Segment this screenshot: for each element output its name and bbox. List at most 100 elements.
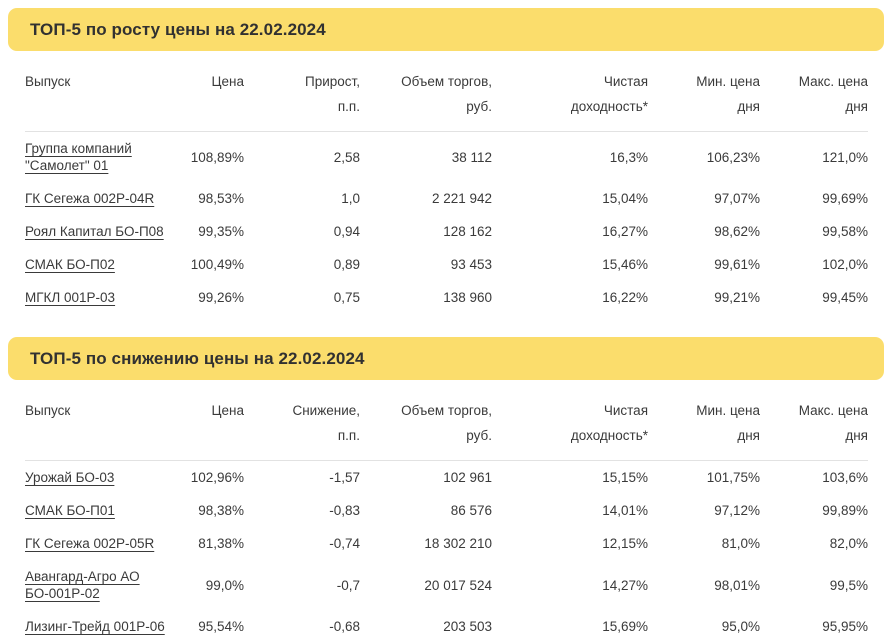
value-cell: 20 017 524: [424, 577, 492, 593]
table-row: СМАК БО-П02 100,49% 0,89 93 453 15,46% 99,61%…: [25, 248, 868, 281]
value-cell: -0,74: [329, 536, 360, 551]
issue-cell: СМАК БО-П02: [25, 248, 175, 281]
table-row: Урожай БО-03 102,96% -1,57 102 961 15,15% 101…: [25, 461, 868, 495]
issue-cell: Авангард-Агро АО БО-001P-02: [25, 560, 175, 610]
value-cell: 86 576: [450, 503, 492, 518]
column-header: Цена: [175, 380, 244, 461]
value-cell: 97,07%: [714, 191, 760, 206]
value-cell: 95,54%: [198, 619, 244, 634]
value-cell: 12,15%: [602, 536, 648, 551]
table-body: Группа компаний "Самолет" 01 108,89% 2,58 3…: [25, 132, 868, 315]
value-cell: 99,35%: [198, 224, 244, 239]
column-header: Снижение, п.п.: [244, 380, 360, 461]
column-header: Макс. цена дня: [760, 51, 868, 132]
column-header: Объем торгов, руб.: [360, 380, 492, 461]
value-cell: 15,15%: [602, 470, 648, 485]
top-decline-table: Выпуск Цена Снижение, п.п. Объем торгов, ру…: [25, 380, 868, 643]
column-header: Объем торгов, руб.: [360, 51, 492, 132]
issue-cell: МГКЛ 001P-03: [25, 281, 175, 314]
value-cell: 99,45%: [822, 290, 868, 305]
issue-link[interactable]: ГК Сегежа 002P-05R: [25, 536, 155, 551]
table-row: МГКЛ 001P-03 99,26% 0,75 138 960 16,22% 99,21…: [25, 281, 868, 314]
value-cell: 99,21%: [714, 290, 760, 305]
table-row: ГК Сегежа 002P-05R 81,38% -0,74 18 302 210 1…: [25, 527, 868, 560]
decline-table-wrap: Выпуск Цена Снижение, п.п. Объем торгов, ру…: [25, 380, 868, 643]
table-row: ГК Сегежа 002P-04R 98,53% 1,0 2 221 942 15,0…: [25, 182, 868, 215]
value-cell: 99,89%: [822, 503, 868, 518]
value-cell: 102,0%: [822, 257, 868, 272]
table-row: Авангард-Агро АО БО-001P-02 99,0% -0,7 20 0…: [25, 560, 868, 610]
value-cell: 99,5%: [829, 577, 868, 593]
issue-cell: Группа компаний "Самолет" 01: [25, 132, 175, 183]
value-cell: 2,58: [333, 149, 360, 165]
value-cell: 81,0%: [721, 536, 760, 551]
table-body: Урожай БО-03 102,96% -1,57 102 961 15,15% 101…: [25, 461, 868, 644]
issue-link[interactable]: ГК Сегежа 002P-04R: [25, 191, 155, 206]
value-cell: 106,23%: [706, 149, 760, 165]
value-cell: 15,04%: [602, 191, 648, 206]
table-row: Лизинг-Трейд 001P-06 95,54% -0,68 203 503 15…: [25, 610, 868, 643]
value-cell: -1,57: [329, 470, 360, 485]
value-cell: 1,0: [341, 191, 360, 206]
table-row: Роял Капитал БО-П08 99,35% 0,94 128 162 16,2…: [25, 215, 868, 248]
column-header: Макс. цена дня: [760, 380, 868, 461]
value-cell: 98,53%: [198, 191, 244, 206]
issue-link[interactable]: Группа компаний "Самолет" 01: [25, 141, 132, 173]
value-cell: 138 960: [443, 290, 492, 305]
value-cell: 82,0%: [829, 536, 868, 551]
value-cell: 98,62%: [714, 224, 760, 239]
column-header: Чистая доходность*: [492, 51, 648, 132]
table-row: СМАК БО-П01 98,38% -0,83 86 576 14,01% 97,12%…: [25, 494, 868, 527]
value-cell: 81,38%: [198, 536, 244, 551]
value-cell: 2 221 942: [431, 191, 492, 206]
table-header: Выпуск Цена Снижение, п.п. Объем торгов, ру…: [25, 380, 868, 461]
section-banner-top-decline: ТОП-5 по снижению цены на 22.02.2024: [8, 337, 884, 380]
value-cell: 128 162: [443, 224, 492, 239]
value-cell: 101,75%: [706, 470, 760, 485]
issue-cell: Лизинг-Трейд 001P-06: [25, 610, 175, 643]
issue-cell: ГК Сегежа 002P-05R: [25, 527, 175, 560]
value-cell: -0,68: [329, 619, 360, 634]
issue-link[interactable]: Роял Капитал БО-П08: [25, 224, 164, 239]
value-cell: 100,49%: [190, 257, 244, 272]
value-cell: 103,6%: [822, 470, 868, 485]
value-cell: 15,69%: [602, 619, 648, 634]
issue-link[interactable]: Урожай БО-03: [25, 470, 115, 485]
value-cell: 15,46%: [602, 257, 648, 272]
value-cell: 102 961: [443, 470, 492, 485]
value-cell: 18 302 210: [424, 536, 492, 551]
column-header: Мин. цена дня: [648, 380, 760, 461]
value-cell: 95,0%: [721, 619, 760, 634]
value-cell: 99,69%: [822, 191, 868, 206]
issue-link[interactable]: МГКЛ 001P-03: [25, 290, 116, 305]
issue-link[interactable]: СМАК БО-П02: [25, 257, 115, 272]
issue-link[interactable]: Авангард-Агро АО БО-001P-02: [25, 569, 140, 601]
value-cell: 99,58%: [822, 224, 868, 239]
column-header: Выпуск: [25, 380, 175, 461]
value-cell: 16,22%: [602, 290, 648, 305]
value-cell: 16,3%: [609, 149, 648, 165]
column-header: Выпуск: [25, 51, 175, 132]
value-cell: 99,0%: [205, 577, 244, 593]
value-cell: 93 453: [450, 257, 492, 272]
value-cell: 108,89%: [190, 149, 244, 165]
value-cell: 16,27%: [602, 224, 648, 239]
column-header: Чистая доходность*: [492, 380, 648, 461]
value-cell: -0,83: [329, 503, 360, 518]
value-cell: 98,01%: [714, 577, 760, 593]
issue-link[interactable]: Лизинг-Трейд 001P-06: [25, 619, 165, 634]
column-header: Прирост, п.п.: [244, 51, 360, 132]
top-growth-table: Выпуск Цена Прирост, п.п. Объем торгов, руб…: [25, 51, 868, 314]
section-title: ТОП-5 по снижению цены на 22.02.2024: [30, 348, 365, 368]
issue-cell: СМАК БО-П01: [25, 494, 175, 527]
section-banner-top-growth: ТОП-5 по росту цены на 22.02.2024: [8, 8, 884, 51]
value-cell: 0,89: [333, 257, 360, 272]
value-cell: 0,75: [333, 290, 360, 305]
value-cell: -0,7: [336, 577, 360, 593]
value-cell: 203 503: [443, 619, 492, 634]
column-header: Мин. цена дня: [648, 51, 760, 132]
value-cell: 95,95%: [822, 619, 868, 634]
issue-link[interactable]: СМАК БО-П01: [25, 503, 115, 518]
table-row: Группа компаний "Самолет" 01 108,89% 2,58 3…: [25, 132, 868, 183]
issue-cell: Роял Капитал БО-П08: [25, 215, 175, 248]
